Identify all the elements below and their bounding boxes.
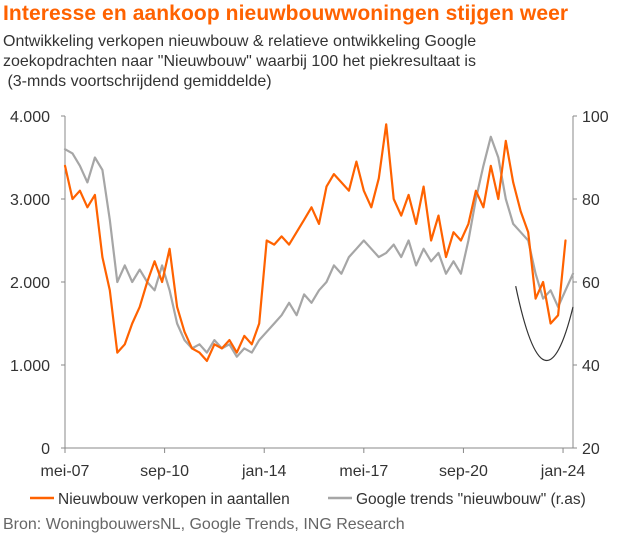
trend-curve-annotation <box>515 285 574 361</box>
series-line-google <box>63 135 575 358</box>
y-left-tick-label: 0 <box>41 441 50 458</box>
legend-label-google: Google trends "nieuwbouw" (r.as) <box>356 491 586 508</box>
chart-subtitle: Ontwikkeling verkopen nieuwbouw & relati… <box>3 32 615 92</box>
y-right-tick-label: 100 <box>582 109 609 126</box>
subtitle-line-2: zoekopdrachten naar "Nieuwbouw" waarbij … <box>3 53 476 70</box>
chart-title: Interesse en aankoop nieuwbouwwoningen s… <box>3 2 569 25</box>
subtitle-line-3: (3-mnds voortschrijdend gemiddelde) <box>3 73 272 90</box>
y-right-tick-label: 40 <box>582 358 600 375</box>
x-tick-label: mei-17 <box>339 463 388 480</box>
legend-label-sales: Nieuwbouw verkopen in aantallen <box>58 491 290 508</box>
y-left-tick-label: 2.000 <box>10 275 50 292</box>
subtitle-line-1: Ontwikkeling verkopen nieuwbouw & relati… <box>3 33 477 50</box>
y-left-tick-label: 4.000 <box>10 109 50 126</box>
x-tick-label: sep-20 <box>439 463 488 480</box>
y-right-tick-label: 80 <box>582 192 600 209</box>
x-tick-label: jan-14 <box>241 463 287 480</box>
x-tick-label: mei-07 <box>41 463 90 480</box>
source-note: Bron: WoningbouwersNL, Google Trends, IN… <box>3 516 405 533</box>
y-right-tick-label: 60 <box>582 275 600 292</box>
y-right-tick-label: 20 <box>582 441 600 458</box>
x-tick-label: sep-10 <box>140 463 189 480</box>
y-left-tick-label: 1.000 <box>10 358 50 375</box>
y-left-tick-label: 3.000 <box>10 192 50 209</box>
x-tick-label: jan-24 <box>540 463 586 480</box>
series-line-sales <box>63 123 567 362</box>
